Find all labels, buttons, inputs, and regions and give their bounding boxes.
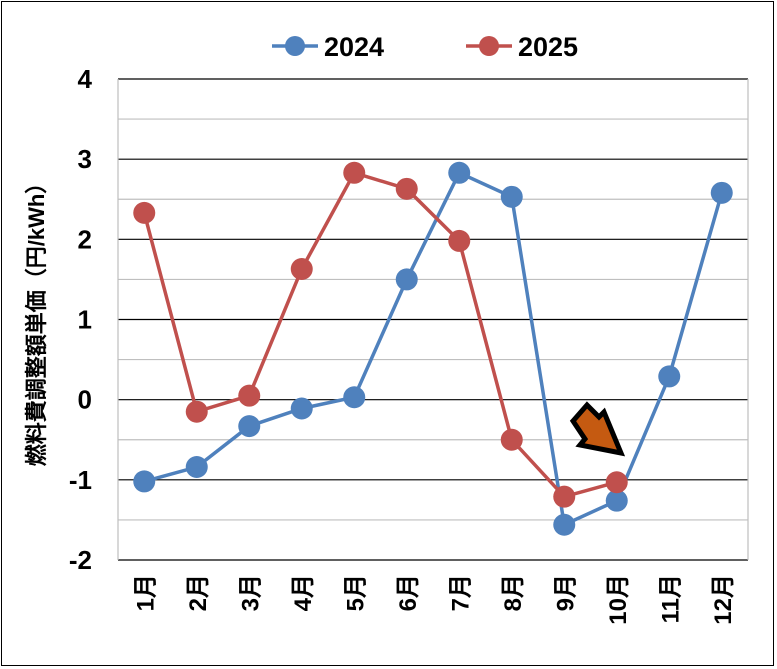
x-tick-label: 11月 (657, 574, 684, 623)
data-point-2024 (290, 397, 313, 420)
x-tick-label: 4月 (290, 574, 317, 611)
x-tick-label: 1月 (132, 574, 159, 611)
series-line-2025 (142, 170, 618, 499)
y-tick-label: 0 (78, 385, 92, 415)
data-point-2024 (658, 365, 681, 388)
gridlines (117, 78, 749, 561)
legend-marker (285, 36, 305, 56)
x-tick-labels: 1月 2月 3月 4月 5月 6月 7月 8月 9月 10月 11月 12月 (132, 574, 737, 625)
data-point-2024 (343, 386, 366, 409)
series-line-2024 (143, 170, 724, 528)
data-point-2024 (185, 456, 208, 479)
data-point-2025 (500, 428, 523, 451)
y-tick-label: 3 (78, 144, 92, 174)
x-tick-label: 12月 (710, 574, 737, 625)
x-tick-label: 6月 (395, 574, 422, 611)
legend-marker (479, 36, 499, 56)
y-tick-label: -2 (69, 545, 92, 575)
arrow-annotation (569, 401, 626, 457)
data-point-2025 (343, 161, 366, 184)
x-tick-label: 3月 (237, 574, 264, 611)
x-tick-label: 8月 (500, 574, 527, 611)
data-point-2024 (395, 268, 418, 291)
data-point-2024 (238, 415, 261, 438)
data-point-2025 (238, 384, 261, 407)
x-tick-label: 5月 (342, 574, 369, 611)
y-tick-label: -1 (69, 465, 92, 495)
data-point-2024 (448, 161, 471, 184)
x-tick-label: 2月 (185, 574, 212, 611)
data-point-2025 (553, 485, 576, 508)
y-tick-label: 4 (78, 64, 93, 94)
data-point-2024 (710, 181, 733, 204)
down-right-arrow-icon (569, 401, 626, 457)
legend: 2024 2025 (272, 32, 578, 62)
data-point-2025 (605, 471, 628, 494)
y-tick-label: 1 (78, 305, 92, 335)
legend-label: 2025 (518, 32, 578, 62)
data-point-2025 (185, 400, 208, 423)
data-point-2025 (290, 257, 313, 280)
y-tick-label: 2 (78, 224, 92, 254)
data-point-2025 (448, 229, 471, 252)
data-point-2024 (553, 513, 576, 536)
data-point-2024 (133, 470, 156, 493)
x-tick-label: 7月 (447, 574, 474, 611)
series-group (133, 161, 733, 536)
legend-label: 2024 (324, 32, 384, 62)
y-axis-label: 燃料費調整額単価（円/kWh） (24, 172, 49, 467)
data-point-2024 (500, 185, 523, 208)
y-tick-labels: -2 -1 0 1 2 3 4 (69, 64, 93, 575)
data-point-2024 (605, 489, 628, 512)
data-point-2025 (395, 177, 418, 200)
x-tick-label: 9月 (552, 574, 579, 611)
x-tick-label: 10月 (605, 574, 632, 625)
data-point-2025 (133, 201, 156, 224)
